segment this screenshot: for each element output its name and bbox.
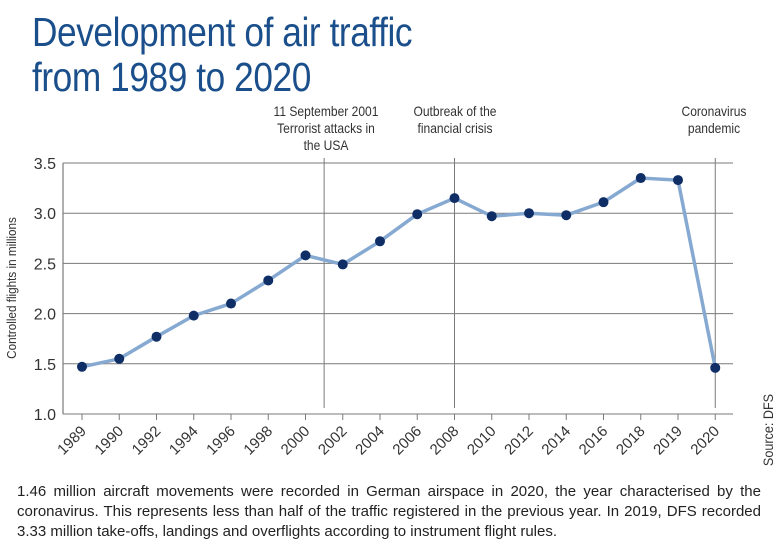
x-tick-label: 2006 — [389, 423, 425, 459]
annotation-9-11-line-3: the USA — [303, 137, 349, 153]
data-point-marker — [635, 173, 646, 184]
x-tick-label: 2004 — [352, 423, 388, 459]
x-tick-label: 1994 — [166, 423, 202, 459]
x-tick-label: 2000 — [278, 423, 314, 459]
chart-title: Development of air traffic from 1989 to … — [32, 9, 413, 100]
source-label: Source: DFS — [760, 350, 776, 466]
data-point-marker — [77, 361, 87, 372]
annotation-financial-crisis: Outbreak of the financial crisis — [400, 103, 510, 137]
x-tick-label: 2020 — [687, 423, 723, 459]
data-line — [81, 176, 717, 369]
data-point-marker — [598, 197, 609, 208]
y-tick-label: 2.0 — [34, 307, 56, 324]
annotation-coronavirus-line-2: pandemic — [687, 120, 741, 136]
x-tick-label: 1992 — [129, 423, 165, 459]
data-point-marker — [375, 236, 385, 247]
data-point-marker — [337, 259, 348, 270]
x-tick-label: 2008 — [427, 423, 463, 459]
data-point-marker — [486, 211, 497, 222]
annotation-coronavirus: Coronavirus pandemic — [676, 103, 752, 137]
annotation-9-11: 11 September 2001 Terrorist attacks in t… — [259, 103, 393, 154]
data-point-marker — [561, 210, 572, 221]
x-tick-label: 2002 — [315, 423, 351, 459]
data-point-marker — [449, 193, 460, 204]
caption: 1.46 million aircraft movements were rec… — [17, 483, 761, 540]
y-tick-label: 1.5 — [34, 357, 56, 374]
data-point-marker — [151, 331, 162, 342]
source-text: Source: DFS — [760, 393, 776, 467]
x-tick-label: 2014 — [538, 423, 574, 459]
x-tick-label: 1989 — [54, 423, 90, 459]
annotation-financial-crisis-line-1: Outbreak of the — [413, 103, 497, 119]
data-point-marker — [300, 250, 311, 261]
y-tick-label: 3.5 — [34, 156, 56, 173]
data-point-marker — [412, 209, 423, 220]
x-tick-label: 2012 — [501, 423, 537, 459]
data-point-marker — [673, 175, 683, 186]
data-point-marker — [710, 362, 721, 373]
x-tick-label: 2019 — [650, 423, 686, 459]
y-tick-label: 3.0 — [34, 206, 56, 223]
x-tick-label: 1996 — [203, 423, 239, 459]
data-point-marker — [114, 353, 125, 364]
x-tick-label: 1998 — [240, 423, 276, 459]
data-point-marker — [188, 310, 199, 321]
annotation-financial-crisis-line-2: financial crisis — [417, 120, 493, 136]
data-point-marker — [226, 298, 236, 309]
annotation-coronavirus-line-1: Coronavirus — [681, 103, 747, 119]
data-point-marker — [524, 208, 534, 219]
annotation-9-11-line-2: Terrorist attacks in — [277, 120, 375, 136]
chart-title-line-2: from 1989 to 2020 — [32, 54, 311, 100]
annotation-9-11-line-1: 11 September 2001 — [273, 103, 379, 119]
y-tick-label: 1.0 — [34, 407, 56, 424]
x-tick-label: 2018 — [613, 423, 649, 459]
chart-title-line-1: Development of air traffic — [32, 9, 413, 55]
x-tick-label: 2010 — [464, 423, 500, 459]
y-tick-label: 2.5 — [34, 256, 56, 273]
x-tick-label: 2016 — [576, 423, 612, 459]
data-point-marker — [263, 275, 274, 286]
x-tick-label: 1990 — [91, 423, 127, 459]
